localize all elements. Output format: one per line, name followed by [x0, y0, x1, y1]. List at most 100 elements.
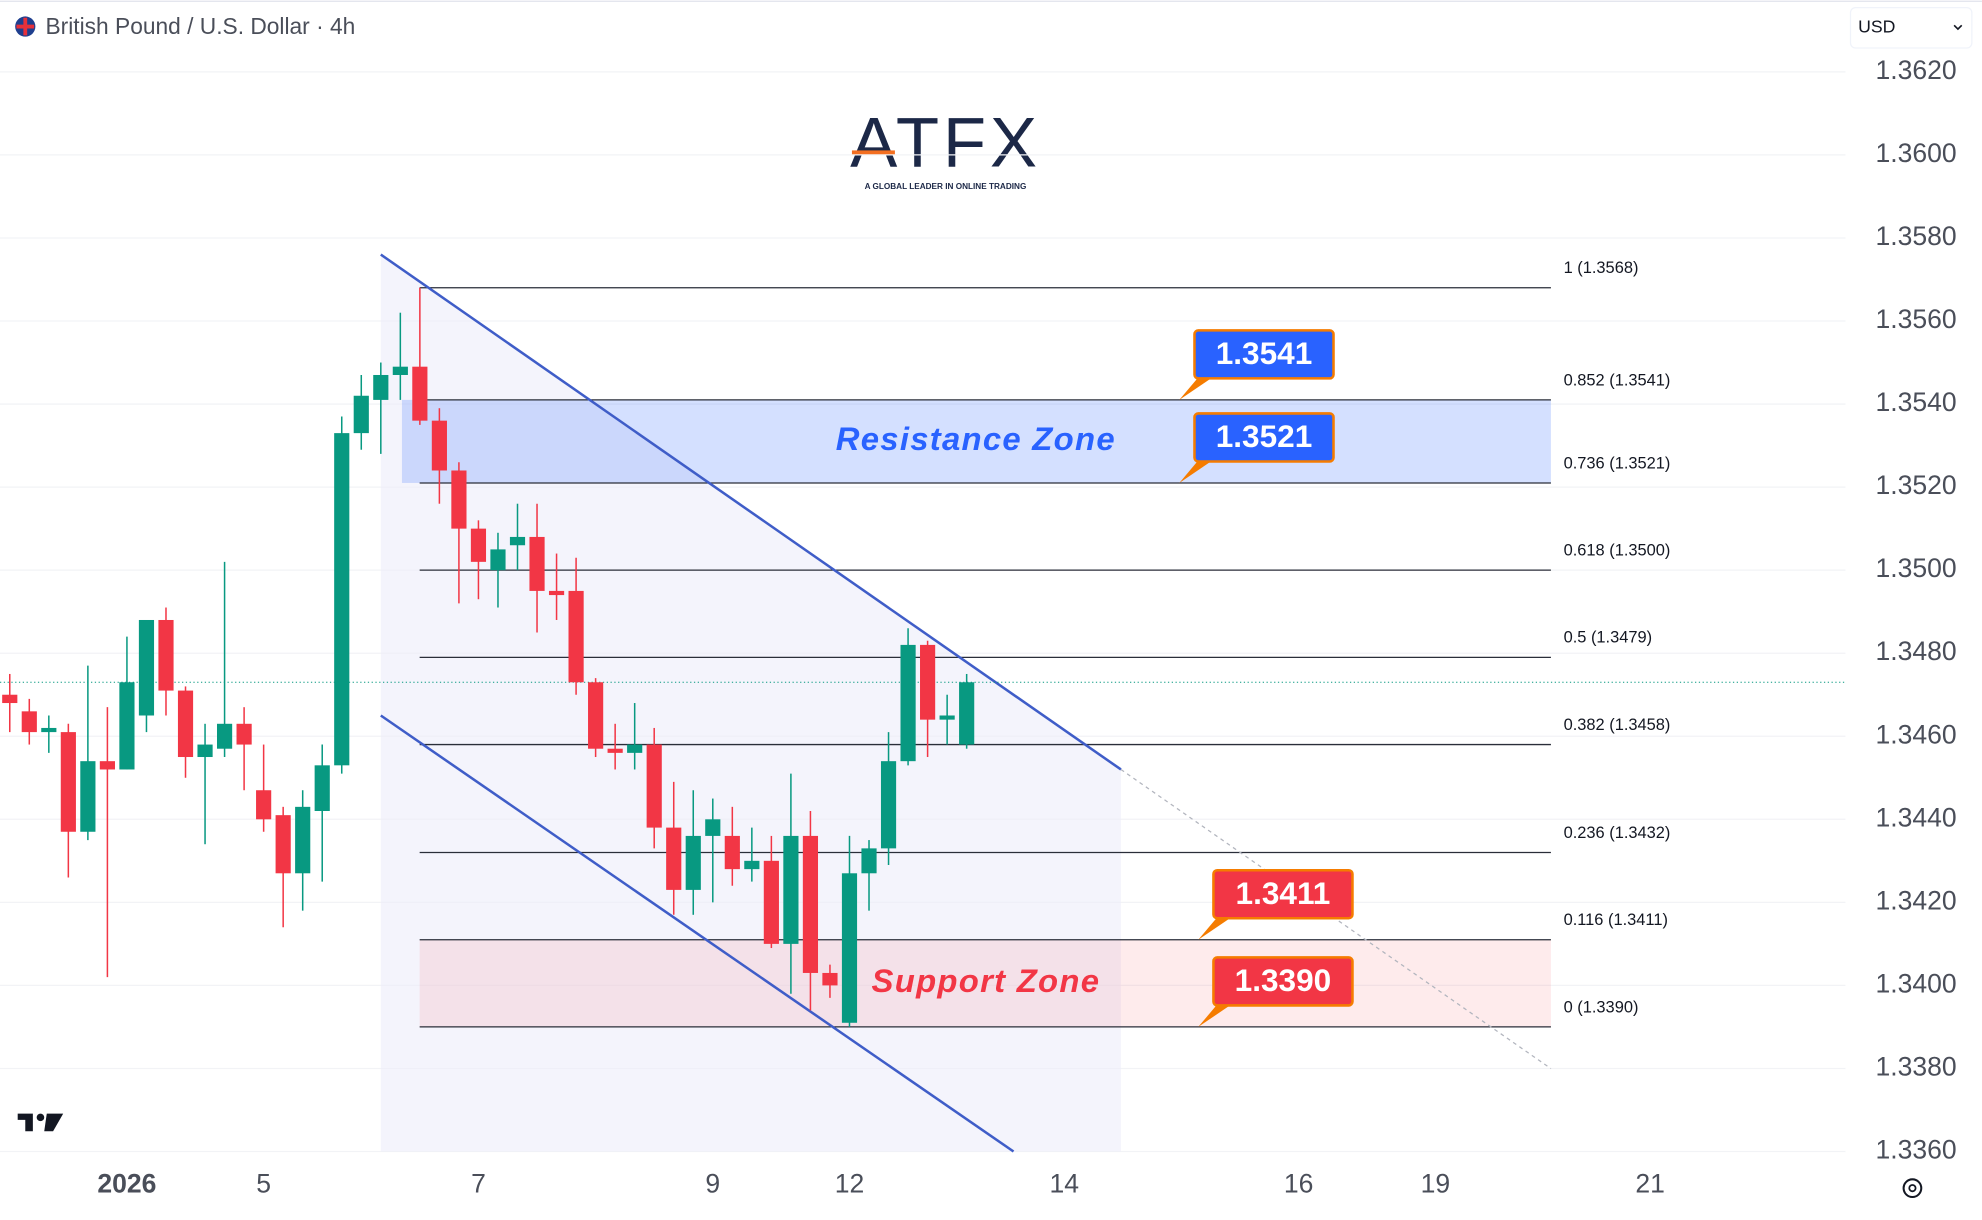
- y-tick-label: 1.3480: [1876, 636, 1957, 666]
- dropdown-chevron[interactable]: [1953, 24, 1963, 31]
- candle: [431, 408, 447, 504]
- candle: [646, 727, 662, 849]
- candle-body: [353, 395, 369, 434]
- candle: [900, 628, 916, 766]
- currency-select[interactable]: [1849, 6, 1973, 49]
- candle-body: [666, 827, 682, 890]
- candle-body: [119, 682, 135, 770]
- candle: [256, 744, 272, 832]
- fib-label: 0.618 (1.3500): [1564, 542, 1671, 560]
- candle: [197, 723, 213, 845]
- x-tick-label: 12: [835, 1169, 865, 1199]
- settings-gear[interactable]: [1902, 1178, 1923, 1199]
- tradingview-logo: [17, 1113, 64, 1132]
- x-tick-label: 2026: [97, 1169, 156, 1199]
- candle-body: [197, 744, 213, 758]
- candle: [353, 374, 369, 450]
- candle-body: [588, 682, 604, 749]
- y-tick-label: 1.3440: [1876, 802, 1957, 832]
- logo-tagline: A GLOBAL LEADER IN ONLINE TRADING: [865, 182, 1027, 191]
- candle-body: [334, 433, 350, 766]
- candle: [744, 827, 760, 882]
- candle: [21, 698, 37, 745]
- candle-body: [275, 815, 291, 874]
- candle-body: [256, 790, 272, 820]
- candle-body: [490, 549, 506, 571]
- tv-logo-part: [36, 1113, 45, 1122]
- candle: [920, 640, 936, 758]
- candle-body: [880, 761, 897, 849]
- x-tick-label: 19: [1421, 1169, 1451, 1199]
- callout-box: [1193, 412, 1335, 463]
- candle: [685, 790, 701, 915]
- candle: [509, 503, 526, 571]
- candle: [841, 835, 858, 1027]
- y-tick-label: 1.3560: [1876, 304, 1957, 334]
- candle: [236, 707, 252, 791]
- candle-body: [431, 420, 447, 471]
- y-tick-label: 1.3540: [1876, 387, 1957, 417]
- candle-body: [451, 470, 467, 529]
- y-tick-label: 1.3620: [1876, 55, 1957, 85]
- candle: [705, 798, 721, 903]
- candle-body: [158, 619, 174, 691]
- callout-label: 1.3521: [1216, 418, 1313, 454]
- x-tick-label: 9: [705, 1169, 720, 1199]
- callout-box: [1212, 868, 1354, 920]
- candle-body: [783, 835, 799, 944]
- candle-body: [627, 744, 643, 753]
- candle: [959, 673, 975, 749]
- zone-label: Support Zone: [872, 962, 1101, 999]
- channel-shade: [380, 254, 1121, 1152]
- candle-body: [763, 860, 779, 944]
- candle: [177, 686, 194, 778]
- candle-body: [705, 819, 721, 836]
- x-tick-label: 5: [256, 1169, 271, 1199]
- candle: [783, 773, 799, 994]
- callout: 1.3411: [1198, 868, 1354, 940]
- candle-body: [373, 374, 389, 400]
- candle-body: [470, 528, 487, 562]
- settings-icon[interactable]: [1902, 1178, 1923, 1199]
- x-tick-label: 21: [1635, 1169, 1665, 1199]
- callout: 1.3521: [1179, 412, 1335, 483]
- candle: [412, 287, 428, 425]
- candle-body: [607, 748, 623, 753]
- candle: [373, 362, 389, 454]
- plot-layer: [0, 71, 1846, 1153]
- candle: [295, 790, 311, 911]
- candle: [99, 707, 115, 978]
- candle: [314, 744, 330, 882]
- logo-accent: [851, 150, 895, 156]
- candle-body: [236, 723, 252, 745]
- y-tick-label: 1.3420: [1876, 885, 1957, 915]
- candle-body: [21, 711, 37, 733]
- y-tick-label: 1.3520: [1876, 470, 1957, 500]
- candle-body: [99, 761, 115, 770]
- x-tick-label: 16: [1284, 1169, 1314, 1199]
- candle: [529, 503, 545, 633]
- candle: [939, 694, 955, 745]
- candle-body: [802, 835, 819, 973]
- settings-gear-center[interactable]: [1908, 1184, 1917, 1193]
- callout-pointer: [1179, 458, 1215, 483]
- fib-label: 0.736 (1.3521): [1564, 454, 1671, 472]
- candle-body: [959, 682, 975, 745]
- y-tick-label: 1.3580: [1876, 221, 1957, 251]
- candle: [607, 723, 623, 770]
- candle-body: [2, 694, 18, 704]
- candle-body: [295, 806, 311, 874]
- candle: [41, 715, 57, 753]
- callout-box: [1212, 956, 1354, 1007]
- candle-body: [314, 765, 330, 811]
- logo-brand: ATFX: [850, 103, 1041, 182]
- candle-body: [841, 873, 858, 1023]
- callout: 1.3541: [1179, 329, 1335, 400]
- candle: [588, 678, 604, 758]
- candle: [451, 462, 467, 604]
- channel-line: [380, 714, 1015, 1153]
- y-tick-label: 1.3600: [1876, 138, 1957, 168]
- currency-label[interactable]: USD: [1858, 16, 1895, 36]
- channel-line: [380, 253, 1122, 771]
